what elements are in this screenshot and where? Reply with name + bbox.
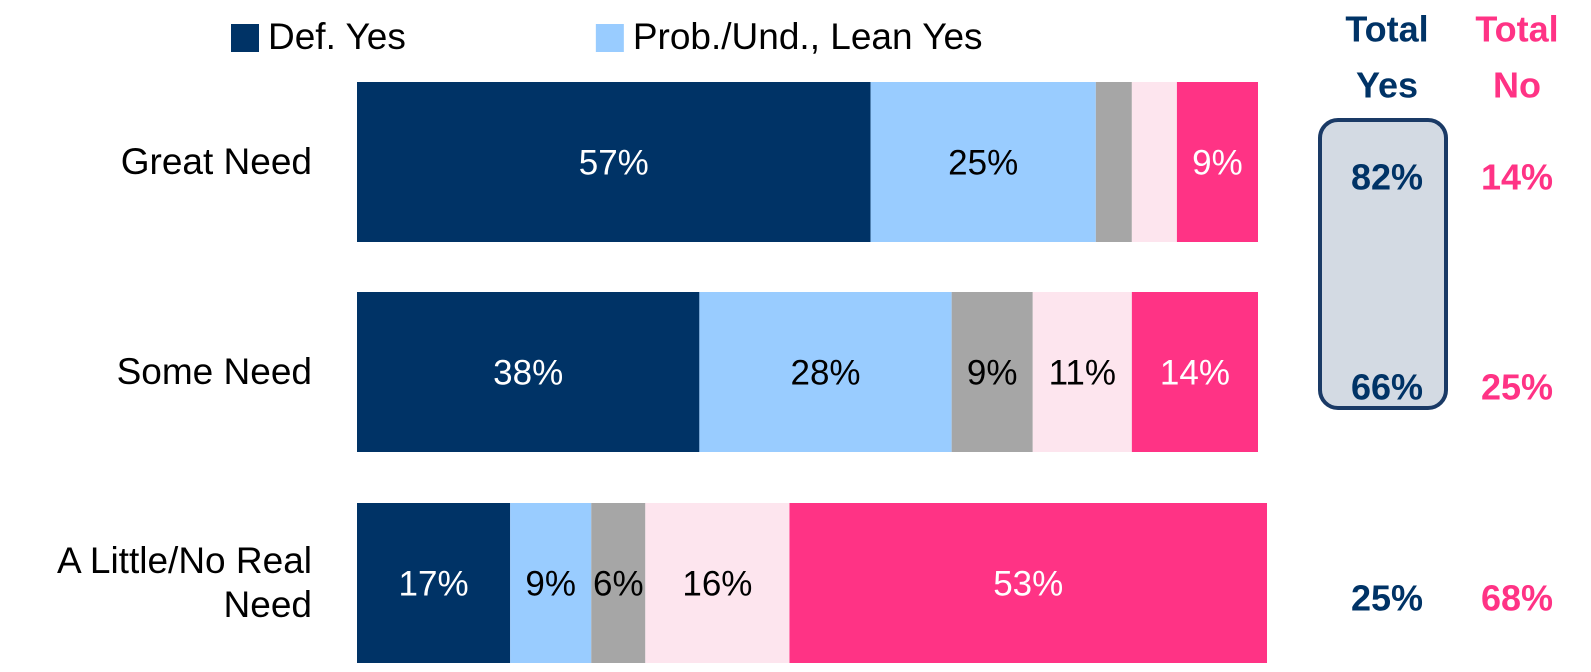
total-header: No — [1493, 65, 1541, 106]
data-label: 53% — [993, 564, 1063, 603]
bar-segment — [1131, 82, 1177, 242]
bar-segment — [510, 503, 592, 663]
legend-label: Prob./Und., Lean Yes — [633, 16, 983, 57]
category-label: Great Need — [120, 141, 312, 182]
data-label: 38% — [493, 353, 563, 392]
legend-swatch — [595, 24, 624, 52]
total-header: Yes — [1356, 65, 1418, 106]
data-label: 25% — [948, 143, 1018, 182]
bar-segment — [1176, 82, 1258, 242]
data-label: 9% — [1192, 143, 1243, 182]
data-label: 11% — [1049, 353, 1116, 392]
bar-segment — [951, 292, 1033, 452]
data-label: 6% — [593, 564, 644, 603]
bar-segment — [591, 503, 646, 663]
legend-label: Def. Yes — [268, 16, 406, 57]
total-value: 82% — [1351, 157, 1423, 198]
data-label: 9% — [967, 353, 1018, 392]
data-label: 17% — [399, 564, 469, 603]
data-label: 28% — [790, 353, 860, 392]
bar-segment — [357, 82, 871, 242]
bar-segment — [699, 292, 952, 452]
bar-segment — [357, 503, 511, 663]
bar-segment — [789, 503, 1268, 663]
total-value: 25% — [1481, 367, 1553, 408]
bar-segment — [1095, 82, 1132, 242]
data-label: 57% — [579, 143, 649, 182]
category-label: Some Need — [116, 351, 312, 392]
data-label: 16% — [682, 564, 752, 603]
data-label: 9% — [525, 564, 576, 603]
bar-segment — [1032, 292, 1132, 452]
bar-segment — [1131, 292, 1258, 452]
legend-swatch — [231, 24, 259, 52]
total-value: 68% — [1481, 578, 1553, 619]
data-label: 14% — [1160, 353, 1230, 392]
highlight-box — [1318, 118, 1448, 410]
total-value: 25% — [1351, 578, 1423, 619]
total-value: 14% — [1481, 157, 1553, 198]
total-header: Total — [1475, 9, 1558, 50]
total-value: 66% — [1351, 367, 1423, 408]
bar-segment — [870, 82, 1096, 242]
category-label: A Little/No Real Need — [56, 540, 312, 625]
bar-segment — [357, 292, 700, 452]
bar-segment — [645, 503, 790, 663]
total-header: Total — [1345, 9, 1428, 50]
